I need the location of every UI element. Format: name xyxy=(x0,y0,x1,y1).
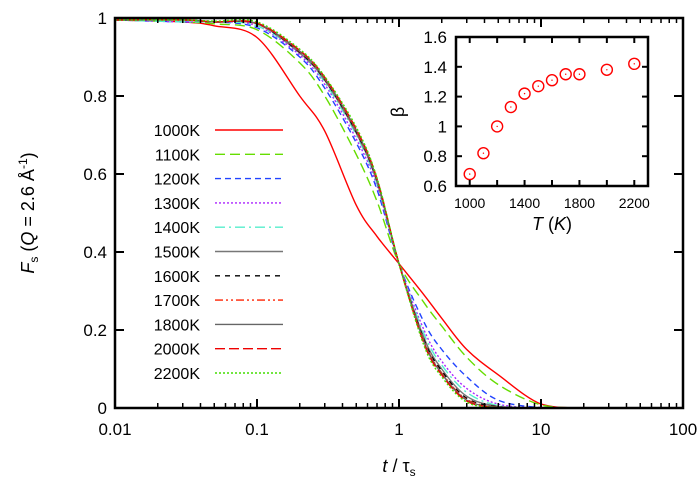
inset-background xyxy=(456,37,648,186)
inset-x-tick-label: 1800 xyxy=(564,195,595,211)
legend-item-2000K: 2000K xyxy=(154,342,283,359)
inset-data-point-center xyxy=(578,73,581,75)
legend-label: 1700K xyxy=(154,293,201,310)
legend-item-1000K: 1000K xyxy=(154,123,283,140)
legend-label: 2200K xyxy=(154,366,201,383)
inset-data-point xyxy=(532,79,545,93)
inset-data-point-center xyxy=(510,106,512,108)
legend-label: 1100K xyxy=(155,147,200,164)
inset-data-point xyxy=(600,63,614,76)
legend-label: 1000K xyxy=(154,123,201,140)
legend-item-1200K: 1200K xyxy=(154,172,283,189)
inset-data-point xyxy=(573,68,586,81)
inset-data-point-center xyxy=(469,173,471,175)
y-tick-label: 0.2 xyxy=(83,321,107,340)
inset-data-point xyxy=(504,100,518,114)
inset-x-tick-label: 2200 xyxy=(619,195,650,211)
y-tick-label: 0.8 xyxy=(83,87,107,106)
inset-data-point xyxy=(477,147,490,160)
inset-data-point-center xyxy=(565,73,567,75)
legend-item-1400K: 1400K xyxy=(154,220,283,237)
inset-data-point-center xyxy=(523,92,526,95)
inset-data-point-center xyxy=(633,63,635,65)
legend-label: 1500K xyxy=(154,245,201,262)
legend-item-2200K: 2200K xyxy=(154,366,283,383)
legend-label: 1200K xyxy=(154,172,201,189)
inset-y-tick-label: 0.8 xyxy=(423,147,447,166)
x-axis-label: t / τs xyxy=(382,456,415,479)
x-tick-label: 100 xyxy=(669,420,697,439)
y-tick-label: 0 xyxy=(98,399,107,418)
inset-points xyxy=(463,57,641,181)
x-tick-label: 10 xyxy=(532,420,551,439)
inset-data-point xyxy=(490,120,504,133)
inset-data-point xyxy=(463,167,476,181)
y-axis-label: Fs (Q = 2.6 Å-1) xyxy=(16,152,41,273)
inset-data-point xyxy=(559,68,572,81)
legend-label: 1800K xyxy=(154,317,201,334)
y-tick-label: 1 xyxy=(98,9,107,28)
legend-item-1100K: 1100K xyxy=(155,147,283,164)
x-tick-label: 0.01 xyxy=(98,420,131,439)
y-tick-label: 0.4 xyxy=(83,243,107,262)
legend-item-1300K: 1300K xyxy=(154,196,283,213)
y-tick-label: 0.6 xyxy=(83,165,107,184)
inset-y-tick-label: 1.4 xyxy=(423,58,447,77)
inset-y-tick-label: 1 xyxy=(438,117,447,136)
inset-ticks: 1000 1400 1800 2200 0.6 0.8 1 1.2 1.4 1.6 xyxy=(423,28,650,211)
inset-data-point-center xyxy=(606,69,608,71)
legend-label: 1600K xyxy=(154,269,201,286)
inset-x-axis-label: T (K) xyxy=(532,214,572,234)
inset-y-axis-label: β xyxy=(388,107,408,117)
legend-item-1500K: 1500K xyxy=(154,245,283,262)
inset-data-point-center xyxy=(482,152,485,154)
inset-y-tick-label: 1.6 xyxy=(423,28,447,47)
series-line-1000K xyxy=(114,19,683,409)
inset-data-point-center xyxy=(551,79,553,81)
inset-data-point xyxy=(545,74,559,87)
inset-data-point xyxy=(518,87,531,100)
legend: 1000K 1100K 1200K 1300K 1400K 1500K 1600K 1700K… xyxy=(154,123,283,383)
inset-y-tick-label: 0.6 xyxy=(423,177,447,196)
legend-item-1800K: 1800K xyxy=(154,317,283,334)
inset-data-point-center xyxy=(496,125,498,128)
x-tick-label: 1 xyxy=(394,420,403,439)
x-tick-label: 0.1 xyxy=(245,420,269,439)
inset-data-point-center xyxy=(537,85,539,87)
legend-item-1700K: 1700K xyxy=(154,293,283,310)
legend-item-1600K: 1600K xyxy=(154,269,283,286)
legend-label: 2000K xyxy=(154,342,201,359)
legend-label: 1400K xyxy=(154,220,201,237)
legend-label: 1300K xyxy=(154,196,201,213)
inset-x-tick-label: 1400 xyxy=(509,195,540,211)
inset-data-point xyxy=(628,57,641,71)
inset-y-tick-label: 1.2 xyxy=(423,88,447,107)
inset-x-tick-label: 1000 xyxy=(454,195,485,211)
